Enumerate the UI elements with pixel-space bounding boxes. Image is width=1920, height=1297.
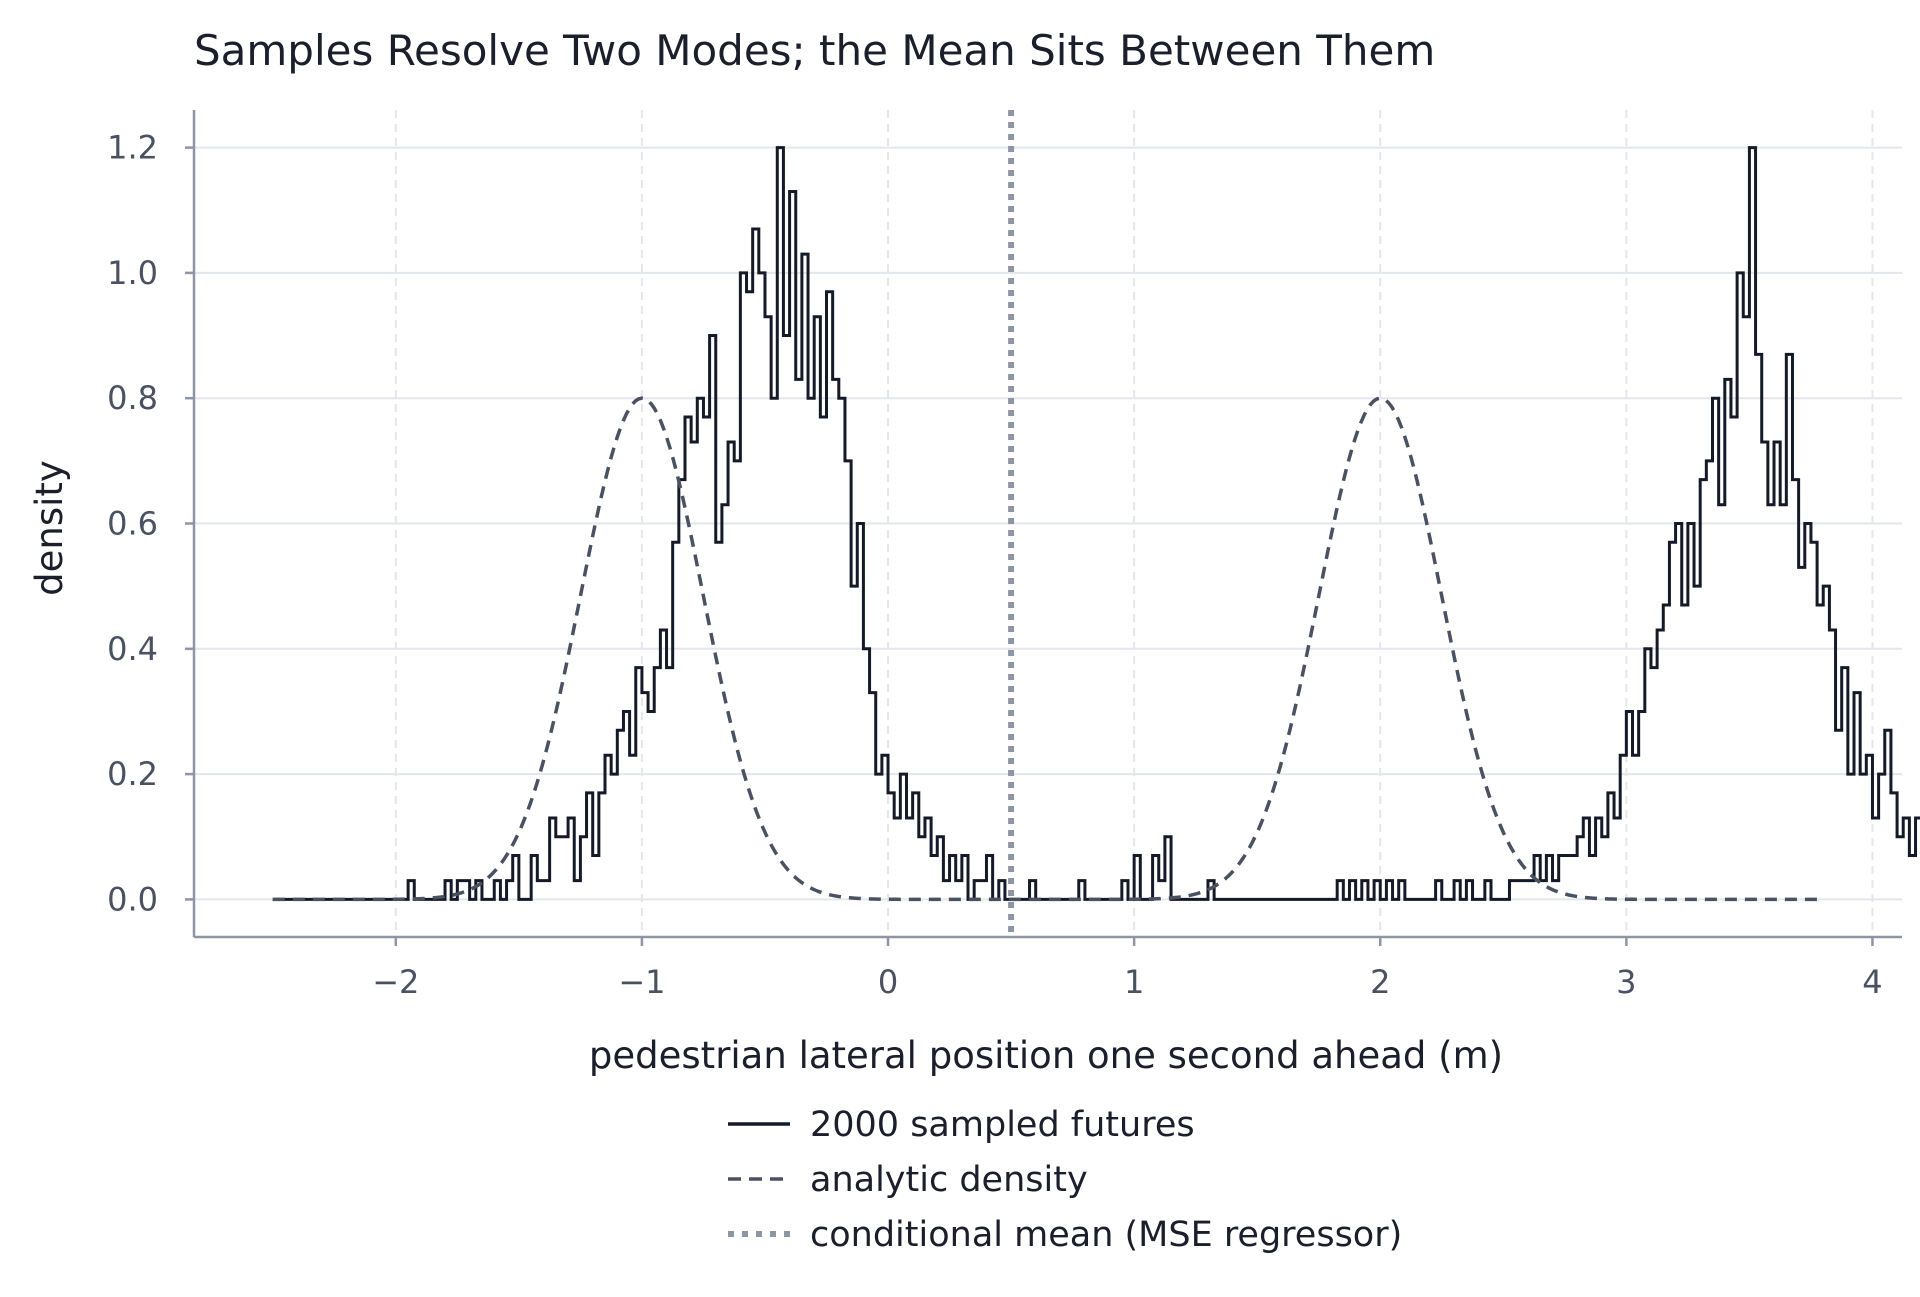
y-tick-label: 0.6 [107, 505, 158, 543]
analytic-density-curve [272, 396, 1824, 902]
legend-label: 2000 sampled futures [810, 1105, 1195, 1145]
x-tick-label: 2 [1370, 963, 1390, 1001]
y-tick-label: 0.8 [107, 379, 158, 417]
data-layer [272, 110, 1920, 937]
legend: 2000 sampled futures analytic density cond… [728, 1105, 1402, 1255]
sampled-futures-histogram [272, 146, 1920, 901]
grid-layer [194, 110, 1902, 937]
y-tick-label: 0.2 [107, 755, 158, 793]
y-tick-label: 0.4 [107, 630, 158, 668]
y-tick-label: 0.0 [107, 880, 158, 918]
ticks-layer: 0.0 0.2 0.4 0.6 0.8 1.0 1.2 −2 −1 0 1 2 3 4 [107, 129, 1883, 1001]
x-tick-label: 0 [878, 963, 898, 1001]
x-axis-label: pedestrian lateral position one second a… [589, 1034, 1503, 1077]
legend-label: analytic density [810, 1160, 1088, 1200]
legend-label: conditional mean (MSE regressor) [810, 1215, 1402, 1255]
x-tick-label: −2 [372, 963, 419, 1001]
y-tick-label: 1.0 [107, 254, 158, 292]
x-tick-label: −1 [618, 963, 665, 1001]
x-tick-label: 1 [1124, 963, 1144, 1001]
chart-title: Samples Resolve Two Modes; the Mean Sits… [194, 26, 1435, 75]
y-axis-label: density [28, 460, 71, 596]
y-tick-label: 1.2 [107, 129, 158, 167]
x-tick-label: 4 [1862, 963, 1882, 1001]
x-tick-label: 3 [1616, 963, 1636, 1001]
